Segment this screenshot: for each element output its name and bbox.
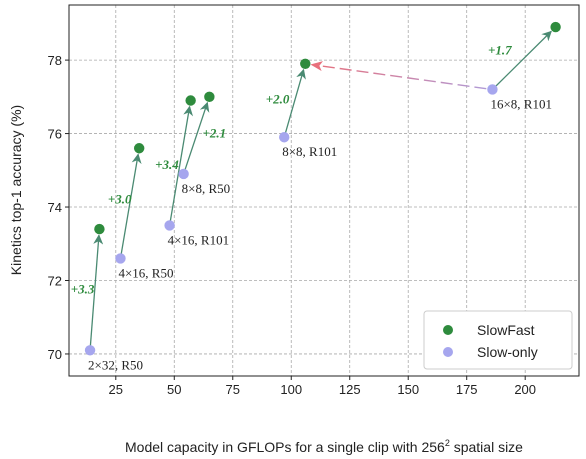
- improvement-arrow: [168, 105, 194, 226]
- gain-label: +3.0: [108, 191, 132, 206]
- slow-only-point: [115, 253, 126, 264]
- slow-only-point-label: 8×8, R101: [282, 144, 337, 159]
- improvement-arrows: [89, 30, 552, 351]
- improvement-arrow: [89, 234, 104, 351]
- data-points: [84, 21, 561, 356]
- point-labels: +3.3 +3.0 +3.4 +2.1 +2.0 +1.7 2×32, R50 4×16, R…: [71, 42, 552, 372]
- x-axis-label-suffix: spatial size: [450, 439, 523, 455]
- y-axis-ticks: 70 72 74 76 78: [48, 53, 69, 362]
- slow-only-point: [164, 220, 175, 231]
- y-tick-label: 70: [48, 347, 62, 362]
- legend-slow-only-marker: [443, 347, 453, 357]
- x-tick-label: 175: [456, 382, 478, 397]
- slow-only-point-label: 4×16, R101: [168, 232, 230, 247]
- x-axis-ticks: 25 50 75 100 125 150 175 200: [109, 376, 536, 397]
- y-tick-label: 72: [48, 273, 62, 288]
- x-tick-label: 75: [226, 382, 240, 397]
- slowfast-point: [94, 223, 105, 235]
- slowfast-point: [133, 143, 145, 154]
- x-axis-label-superscript: 2: [445, 438, 450, 448]
- slow-only-point: [279, 132, 290, 143]
- y-tick-label: 78: [48, 53, 62, 68]
- x-tick-label: 125: [339, 382, 361, 397]
- x-axis-label: Model capacity in GFLOPs for a single cl…: [125, 438, 523, 455]
- improvement-arrow: [283, 68, 306, 138]
- improvement-arrow: [491, 30, 552, 90]
- slowfast-point: [550, 21, 561, 33]
- improvement-arrow: [183, 101, 210, 175]
- gain-label: +3.4: [155, 157, 179, 172]
- slowfast-point: [204, 91, 215, 103]
- slow-only-point: [178, 168, 189, 180]
- legend: SlowFast Slow-only: [423, 310, 573, 370]
- slow-only-point: [84, 345, 96, 356]
- y-axis-label: Kinetics top-1 accuracy (%): [8, 105, 24, 275]
- gain-label: +3.3: [71, 282, 95, 297]
- x-tick-label: 100: [280, 382, 302, 397]
- plot-frame: [68, 4, 580, 377]
- slow-only-point: [487, 84, 498, 95]
- gain-label: +2.1: [203, 125, 227, 140]
- slow-only-point-label: 2×32, R50: [88, 357, 143, 372]
- slowfast-point: [185, 95, 196, 106]
- slow-only-point-label: 4×16, R50: [118, 265, 173, 280]
- x-tick-label: 150: [397, 382, 419, 397]
- slow-only-point-label: 8×8, R50: [182, 181, 231, 196]
- gain-label: +2.0: [266, 92, 290, 107]
- improvement-arrow: [119, 153, 142, 259]
- y-tick-label: 74: [48, 200, 62, 215]
- x-tick-label: 200: [514, 382, 536, 397]
- x-axis-label-main: Model capacity in GFLOPs for a single cl…: [125, 439, 445, 455]
- y-tick-label: 76: [48, 127, 62, 142]
- dashed-comparison-arrow: [310, 61, 487, 90]
- legend-slowfast-label: SlowFast: [477, 322, 535, 338]
- slow-only-point-label: 16×8, R101: [490, 96, 552, 111]
- x-tick-label: 25: [109, 382, 123, 397]
- legend-box: [423, 310, 573, 370]
- legend-slowfast-marker: [443, 325, 453, 335]
- x-tick-label: 50: [167, 382, 181, 397]
- gain-label: +1.7: [488, 42, 512, 57]
- slowfast-point: [300, 58, 311, 69]
- legend-slow-only-label: Slow-only: [477, 344, 538, 360]
